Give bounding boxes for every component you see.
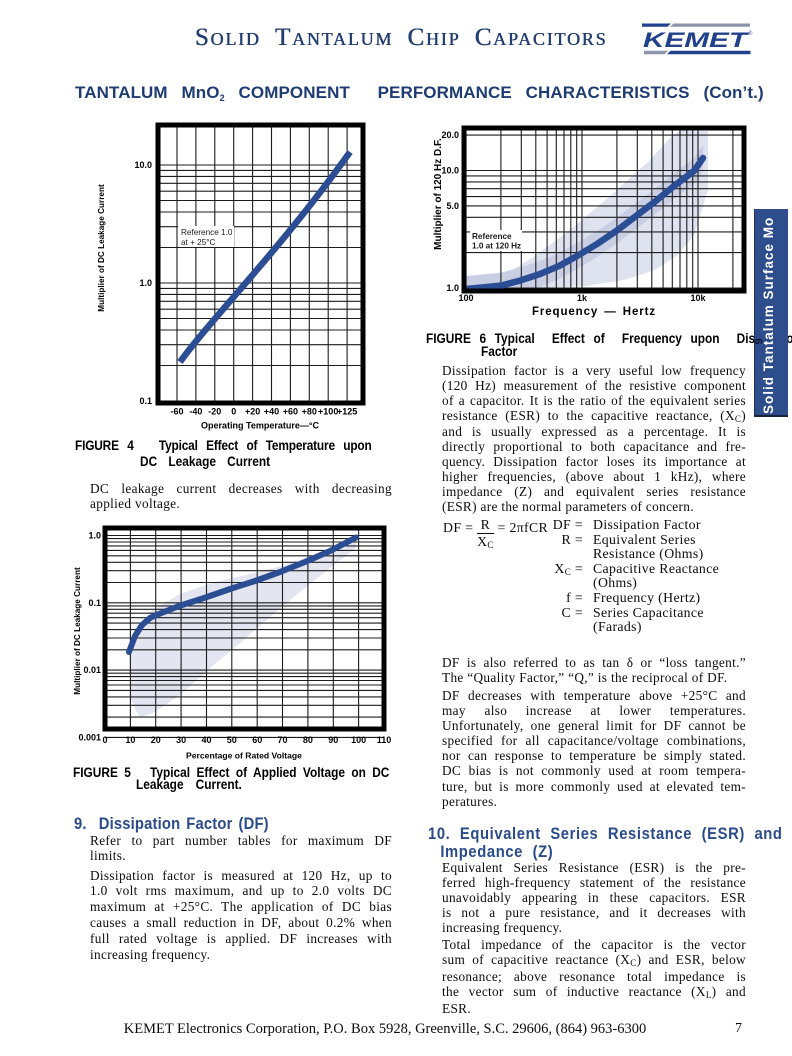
svg-text:®: ® <box>748 30 753 37</box>
svg-text:80: 80 <box>303 735 313 745</box>
svg-text:1k: 1k <box>577 293 588 303</box>
svg-text:Multiplier of DC Leakage Curre: Multiplier of DC Leakage Current <box>97 184 106 312</box>
svg-text:KEMET: KEMET <box>643 28 750 52</box>
svg-text:5.0: 5.0 <box>446 201 459 211</box>
svg-text:Percentage of Rated Voltage: Percentage of Rated Voltage <box>186 751 302 761</box>
svg-text:+40: +40 <box>264 407 279 417</box>
svg-text:100: 100 <box>458 293 473 303</box>
svg-text:0.1: 0.1 <box>88 598 101 608</box>
svg-text:1.0 at 120 Hz: 1.0 at 120 Hz <box>472 242 521 251</box>
svg-text:90: 90 <box>328 735 338 745</box>
svg-text:Reference: Reference <box>472 232 512 241</box>
svg-text:+20: +20 <box>245 407 260 417</box>
svg-text:+125: +125 <box>337 407 357 417</box>
svg-text:+100: +100 <box>318 407 338 417</box>
svg-text:10.0: 10.0 <box>134 160 152 170</box>
svg-text:30: 30 <box>176 735 186 745</box>
svg-text:10k: 10k <box>690 293 706 303</box>
svg-text:+60: +60 <box>283 407 298 417</box>
svg-text:0.01: 0.01 <box>83 665 101 675</box>
svg-text:0: 0 <box>231 407 236 417</box>
svg-text:20.0: 20.0 <box>441 130 459 140</box>
svg-text:10: 10 <box>125 735 135 745</box>
svg-text:1.0: 1.0 <box>88 531 101 541</box>
svg-text:-60: -60 <box>170 407 183 417</box>
svg-text:at + 25°C: at + 25°C <box>181 238 216 247</box>
svg-text:Reference 1.0: Reference 1.0 <box>181 228 233 237</box>
svg-text:-40: -40 <box>189 407 202 417</box>
svg-text:+80: +80 <box>302 407 317 417</box>
svg-text:0.1: 0.1 <box>139 396 152 406</box>
svg-text:20: 20 <box>151 735 161 745</box>
svg-text:1.0: 1.0 <box>139 278 152 288</box>
svg-text:40: 40 <box>201 735 211 745</box>
svg-text:-20: -20 <box>208 407 221 417</box>
svg-text:Operating Temperature—°C: Operating Temperature—°C <box>201 421 319 431</box>
svg-text:Multiplier of DC Leakage Curre: Multiplier of DC Leakage Current <box>73 567 82 695</box>
svg-text:60: 60 <box>252 735 262 745</box>
svg-text:110: 110 <box>377 735 392 745</box>
svg-text:1.0: 1.0 <box>446 283 459 293</box>
svg-text:100: 100 <box>351 735 366 745</box>
svg-text:Multiplier of 120 Hz D.F.: Multiplier of 120 Hz D.F. <box>433 138 444 250</box>
svg-text:0: 0 <box>102 735 107 745</box>
svg-text:0.001: 0.001 <box>78 732 101 742</box>
svg-text:50: 50 <box>227 735 237 745</box>
svg-text:10.0: 10.0 <box>441 166 459 176</box>
svg-text:Frequency — Hertz: Frequency — Hertz <box>532 306 656 318</box>
svg-text:70: 70 <box>277 735 287 745</box>
